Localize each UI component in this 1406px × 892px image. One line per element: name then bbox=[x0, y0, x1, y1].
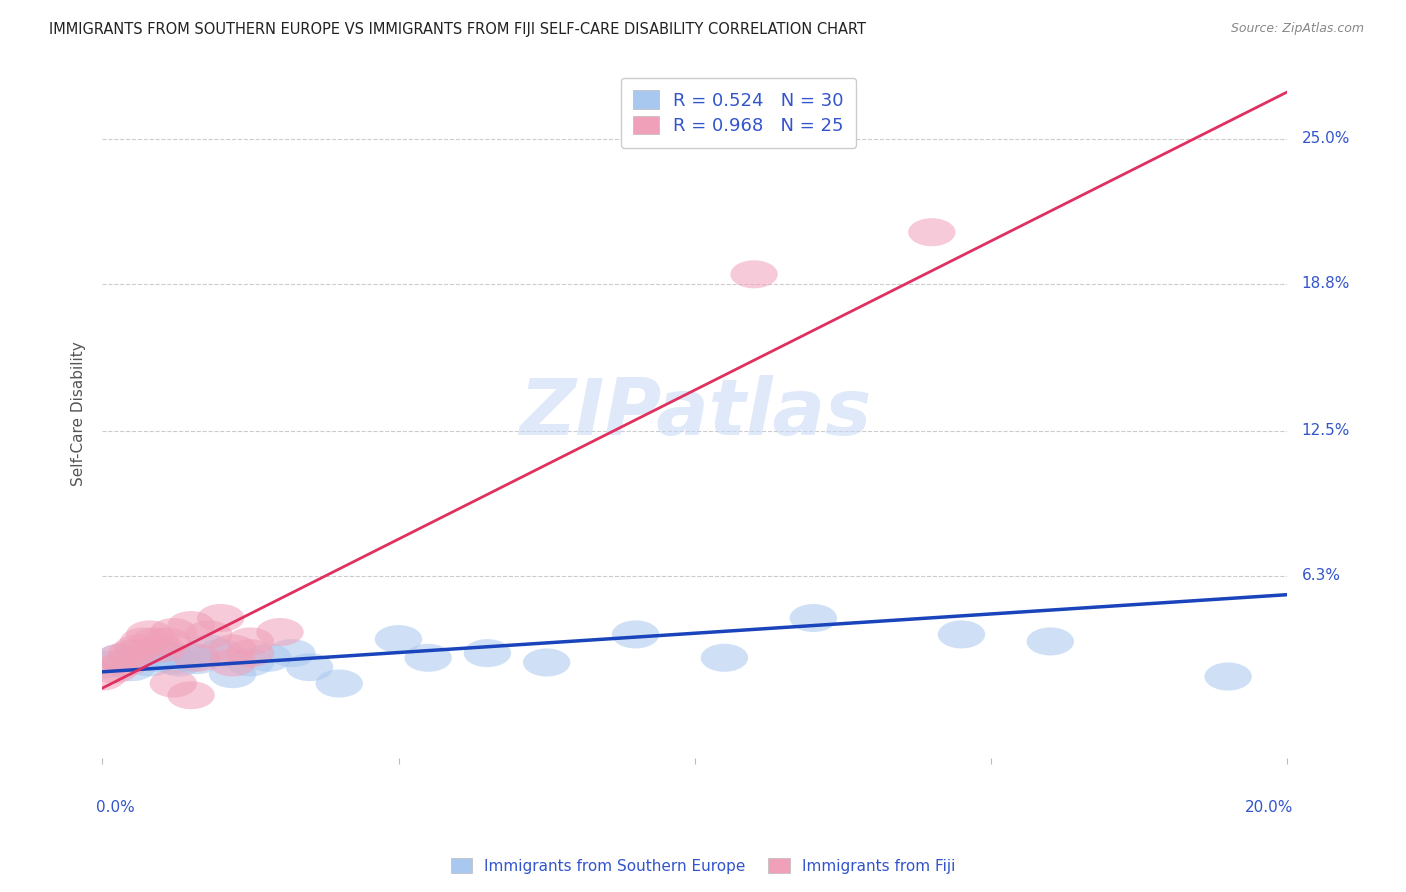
Ellipse shape bbox=[156, 648, 202, 676]
Ellipse shape bbox=[108, 639, 156, 667]
Ellipse shape bbox=[938, 620, 986, 648]
Y-axis label: Self-Care Disability: Self-Care Disability bbox=[72, 341, 86, 486]
Ellipse shape bbox=[132, 644, 179, 672]
Ellipse shape bbox=[149, 670, 197, 698]
Ellipse shape bbox=[79, 651, 127, 679]
Ellipse shape bbox=[523, 648, 571, 676]
Text: 0.0%: 0.0% bbox=[96, 800, 135, 814]
Ellipse shape bbox=[132, 627, 179, 656]
Ellipse shape bbox=[197, 639, 245, 667]
Ellipse shape bbox=[114, 634, 162, 663]
Legend: R = 0.524   N = 30, R = 0.968   N = 25: R = 0.524 N = 30, R = 0.968 N = 25 bbox=[621, 78, 856, 148]
Ellipse shape bbox=[209, 648, 256, 676]
Ellipse shape bbox=[245, 644, 292, 672]
Ellipse shape bbox=[1026, 627, 1074, 656]
Text: 25.0%: 25.0% bbox=[1302, 131, 1350, 146]
Ellipse shape bbox=[226, 648, 274, 676]
Ellipse shape bbox=[79, 663, 127, 690]
Text: IMMIGRANTS FROM SOUTHERN EUROPE VS IMMIGRANTS FROM FIJI SELF-CARE DISABILITY COR: IMMIGRANTS FROM SOUTHERN EUROPE VS IMMIG… bbox=[49, 22, 866, 37]
Ellipse shape bbox=[1205, 663, 1251, 690]
Ellipse shape bbox=[149, 646, 197, 674]
Ellipse shape bbox=[209, 634, 256, 663]
Ellipse shape bbox=[90, 656, 138, 683]
Ellipse shape bbox=[143, 627, 191, 656]
Ellipse shape bbox=[127, 648, 173, 676]
Text: ZIPatlas: ZIPatlas bbox=[519, 376, 870, 451]
Ellipse shape bbox=[96, 644, 143, 672]
Legend: Immigrants from Southern Europe, Immigrants from Fiji: Immigrants from Southern Europe, Immigra… bbox=[444, 852, 962, 880]
Ellipse shape bbox=[285, 653, 333, 681]
Ellipse shape bbox=[120, 627, 167, 656]
Text: 12.5%: 12.5% bbox=[1302, 424, 1350, 439]
Text: 18.8%: 18.8% bbox=[1302, 277, 1350, 291]
Ellipse shape bbox=[96, 644, 143, 672]
Ellipse shape bbox=[108, 653, 156, 681]
Ellipse shape bbox=[186, 620, 232, 648]
Ellipse shape bbox=[730, 260, 778, 288]
Ellipse shape bbox=[375, 625, 422, 653]
Ellipse shape bbox=[173, 644, 221, 672]
Text: 20.0%: 20.0% bbox=[1244, 800, 1294, 814]
Ellipse shape bbox=[138, 639, 186, 667]
Ellipse shape bbox=[209, 660, 256, 689]
Ellipse shape bbox=[464, 639, 512, 667]
Ellipse shape bbox=[167, 644, 215, 672]
Ellipse shape bbox=[173, 646, 221, 674]
Ellipse shape bbox=[256, 618, 304, 646]
Ellipse shape bbox=[127, 620, 173, 648]
Ellipse shape bbox=[197, 604, 245, 632]
Ellipse shape bbox=[143, 641, 191, 670]
Ellipse shape bbox=[315, 670, 363, 698]
Ellipse shape bbox=[138, 634, 186, 663]
Ellipse shape bbox=[226, 627, 274, 656]
Ellipse shape bbox=[226, 639, 274, 667]
Ellipse shape bbox=[405, 644, 451, 672]
Ellipse shape bbox=[186, 634, 232, 663]
Text: Source: ZipAtlas.com: Source: ZipAtlas.com bbox=[1230, 22, 1364, 36]
Ellipse shape bbox=[167, 681, 215, 709]
Ellipse shape bbox=[612, 620, 659, 648]
Ellipse shape bbox=[790, 604, 837, 632]
Ellipse shape bbox=[149, 618, 197, 646]
Ellipse shape bbox=[167, 611, 215, 639]
Ellipse shape bbox=[908, 219, 956, 246]
Ellipse shape bbox=[700, 644, 748, 672]
Ellipse shape bbox=[269, 639, 315, 667]
Ellipse shape bbox=[114, 639, 162, 667]
Text: 6.3%: 6.3% bbox=[1302, 568, 1340, 583]
Ellipse shape bbox=[103, 648, 149, 676]
